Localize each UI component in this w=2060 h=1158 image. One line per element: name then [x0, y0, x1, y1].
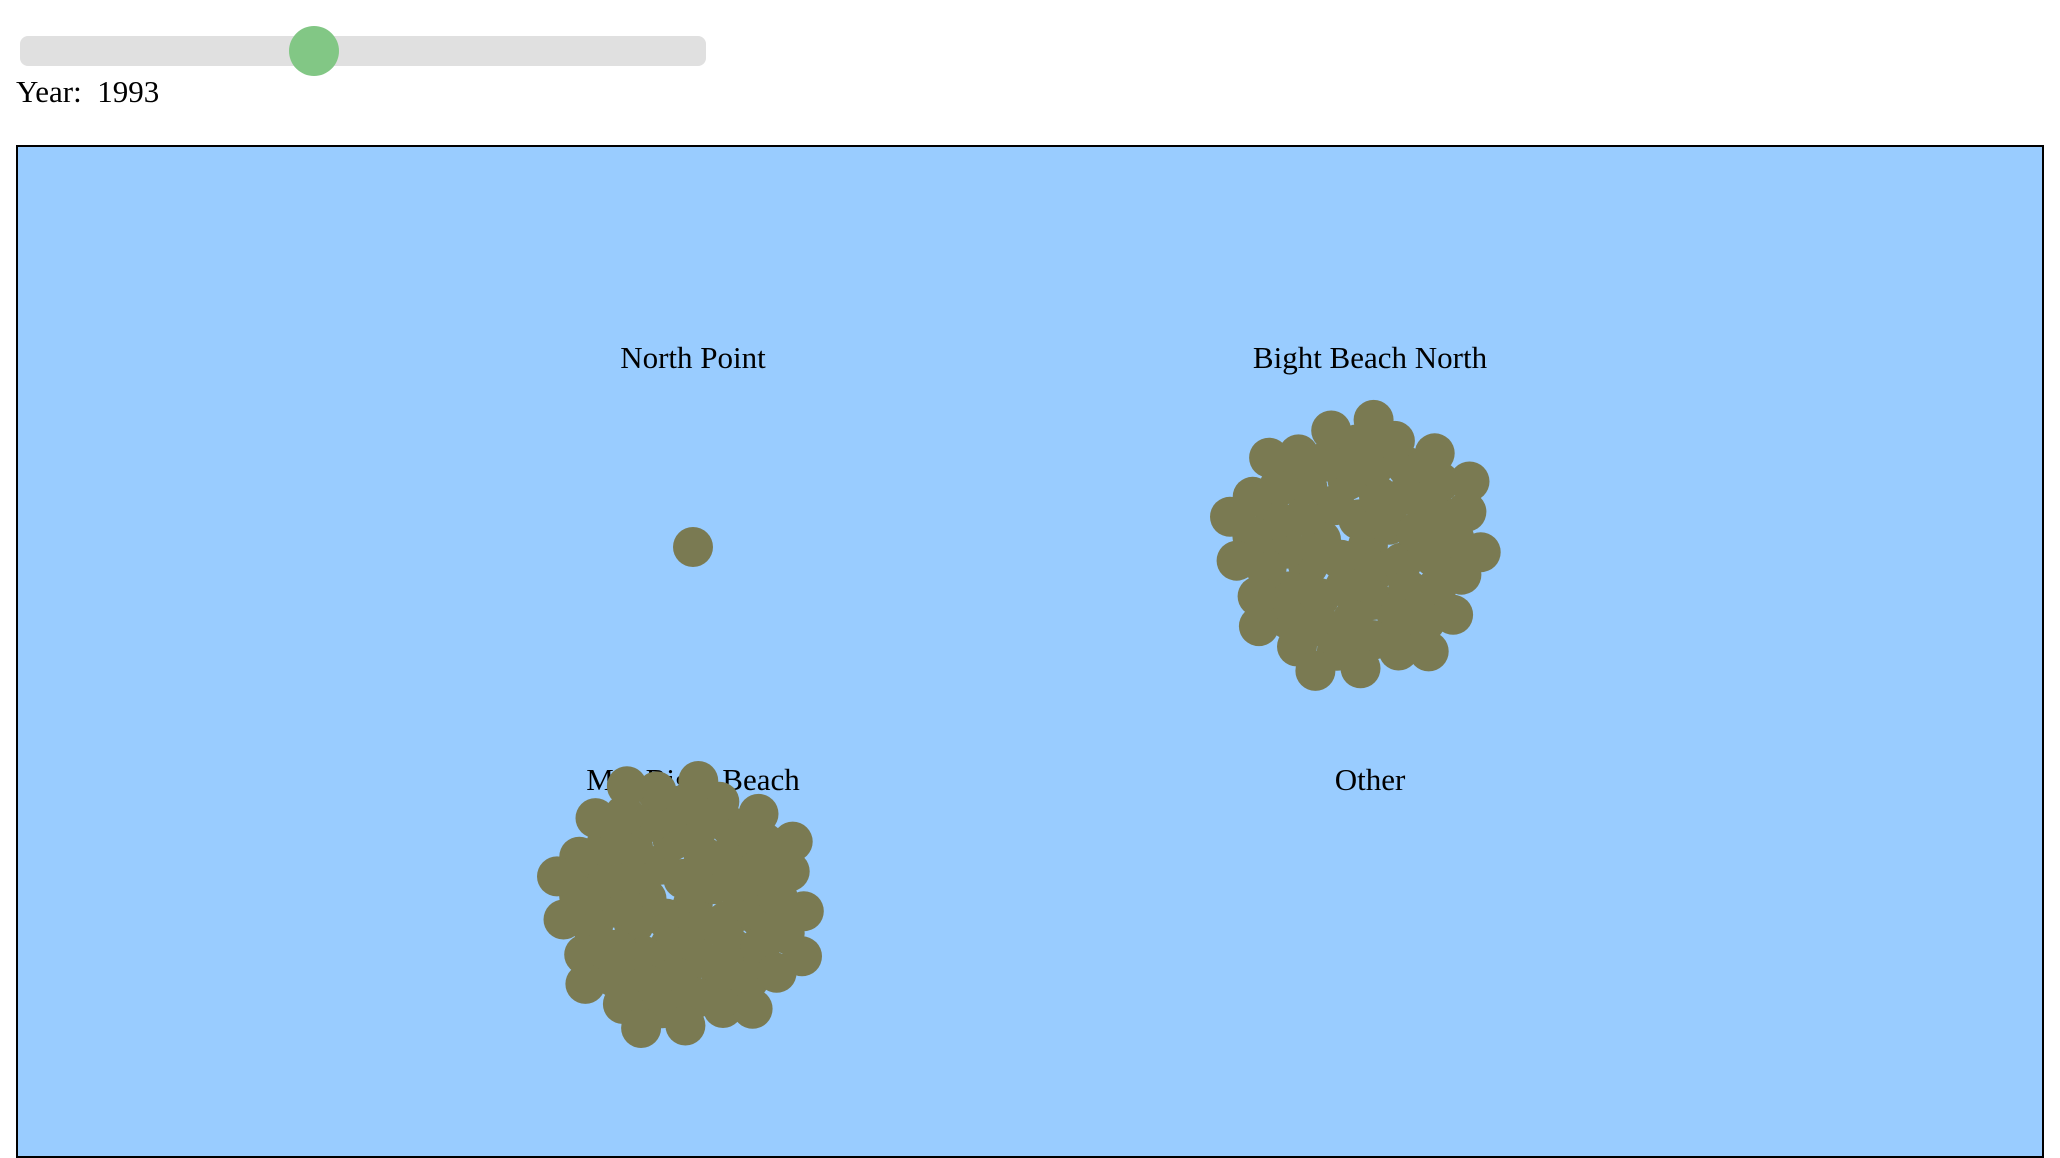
- individual-dot: [732, 988, 773, 1029]
- individual-dot: [1278, 434, 1319, 475]
- individual-dot: [1433, 594, 1474, 635]
- individual-dot: [1237, 576, 1278, 617]
- map-canvas: North Point Bight Beach North Mid Bight Be…: [537, 340, 1501, 1048]
- year-slider-thumb[interactable]: [289, 26, 340, 76]
- individual-dot: [1295, 650, 1336, 691]
- individual-dot: [673, 527, 713, 567]
- year-label: Year: 1993: [16, 74, 159, 110]
- individual-dot: [772, 821, 813, 862]
- region-label-north-point: North Point: [620, 340, 766, 375]
- individual-dot: [606, 766, 647, 807]
- individual-dot: [769, 851, 810, 892]
- individual-dot: [1408, 631, 1449, 672]
- individual-dot: [1446, 491, 1487, 532]
- individual-dot: [1340, 648, 1381, 689]
- individual-dot: [1449, 461, 1490, 502]
- individual-dot: [703, 988, 743, 1028]
- individual-dot: [1210, 496, 1250, 537]
- map-panel: North Point Bight Beach North Mid Bight Be…: [16, 145, 2044, 1158]
- region-other: Other: [1335, 762, 1406, 797]
- individual-dot: [636, 771, 677, 812]
- individual-dot: [621, 1008, 662, 1048]
- individual-dot: [564, 934, 605, 975]
- individual-dot: [738, 793, 779, 834]
- individual-dot: [665, 1005, 706, 1046]
- individual-dot: [565, 963, 606, 1004]
- individual-dot: [1414, 433, 1455, 474]
- region-label-other: Other: [1335, 762, 1406, 797]
- individual-dot: [678, 761, 719, 801]
- individual-dot: [604, 794, 645, 835]
- region-mid-bight-beach: Mid Bight Beach: [537, 761, 824, 1048]
- individual-dot: [1249, 437, 1290, 478]
- individual-dot: [1353, 399, 1394, 440]
- individual-dot: [543, 899, 584, 940]
- individual-dot: [783, 891, 824, 932]
- individual-dot: [782, 936, 822, 977]
- individual-dot: [1460, 532, 1501, 573]
- region-label-bight-beach-north: Bight Beach North: [1253, 340, 1488, 375]
- region-north-point: North Point: [620, 340, 766, 567]
- individual-dot: [1311, 410, 1352, 451]
- individual-dot: [1216, 540, 1257, 581]
- year-slider[interactable]: [20, 26, 706, 76]
- year-label-prefix: Year:: [16, 74, 90, 109]
- individual-dot: [575, 798, 616, 839]
- individual-dot: [1378, 630, 1419, 671]
- individual-dot: [1238, 606, 1279, 647]
- region-bight-beach-north: Bight Beach North: [1210, 340, 1501, 691]
- year-label-value: 1993: [97, 74, 160, 109]
- individual-dot: [537, 856, 577, 897]
